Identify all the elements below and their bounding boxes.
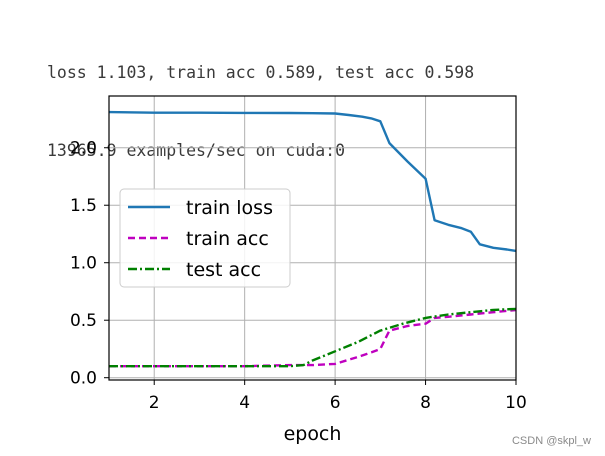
console-line-metrics: loss 1.103, train acc 0.589, test acc 0.…: [47, 63, 475, 82]
x-tick-label: 6: [330, 393, 341, 413]
legend: train loss train acc test acc: [119, 188, 291, 288]
series-line-test-acc: [109, 307, 517, 368]
legend-entry-label: train loss: [186, 197, 273, 219]
y-tick-label: 1.5: [70, 196, 97, 216]
console-line-throughput: 13965.9 examples/sec on cuda:0: [47, 141, 346, 160]
series-line-train-loss: [108, 110, 517, 253]
series-lines: [108, 110, 517, 368]
x-axis-label: epoch: [284, 423, 342, 445]
y-tick-label: 2.0: [70, 139, 97, 159]
axes-frame: [108, 95, 517, 381]
y-tick-label: 0.0: [70, 369, 97, 389]
legend-entry-label: test acc: [186, 259, 261, 281]
console-output: loss 1.103, train acc 0.589, test acc 0.…: [47, 8, 474, 190]
watermark: CSDN @skpl_w: [511, 435, 591, 447]
x-tick-label: 2: [149, 393, 160, 413]
x-tick-label: 4: [239, 393, 250, 413]
y-tick-label: 1.0: [70, 254, 97, 274]
plot-frame: [108, 95, 517, 381]
x-tick-label: 8: [420, 393, 431, 413]
y-tick-label: 0.5: [70, 311, 97, 331]
legend-entry-label: train acc: [186, 228, 269, 250]
ticks: 2 4 6 8 10 0.0 0.5 1.0 1.5 2.0: [70, 139, 527, 413]
legend-box: [119, 188, 291, 288]
series-line-train-acc: [109, 308, 517, 368]
x-tick-label: 10: [505, 393, 527, 413]
